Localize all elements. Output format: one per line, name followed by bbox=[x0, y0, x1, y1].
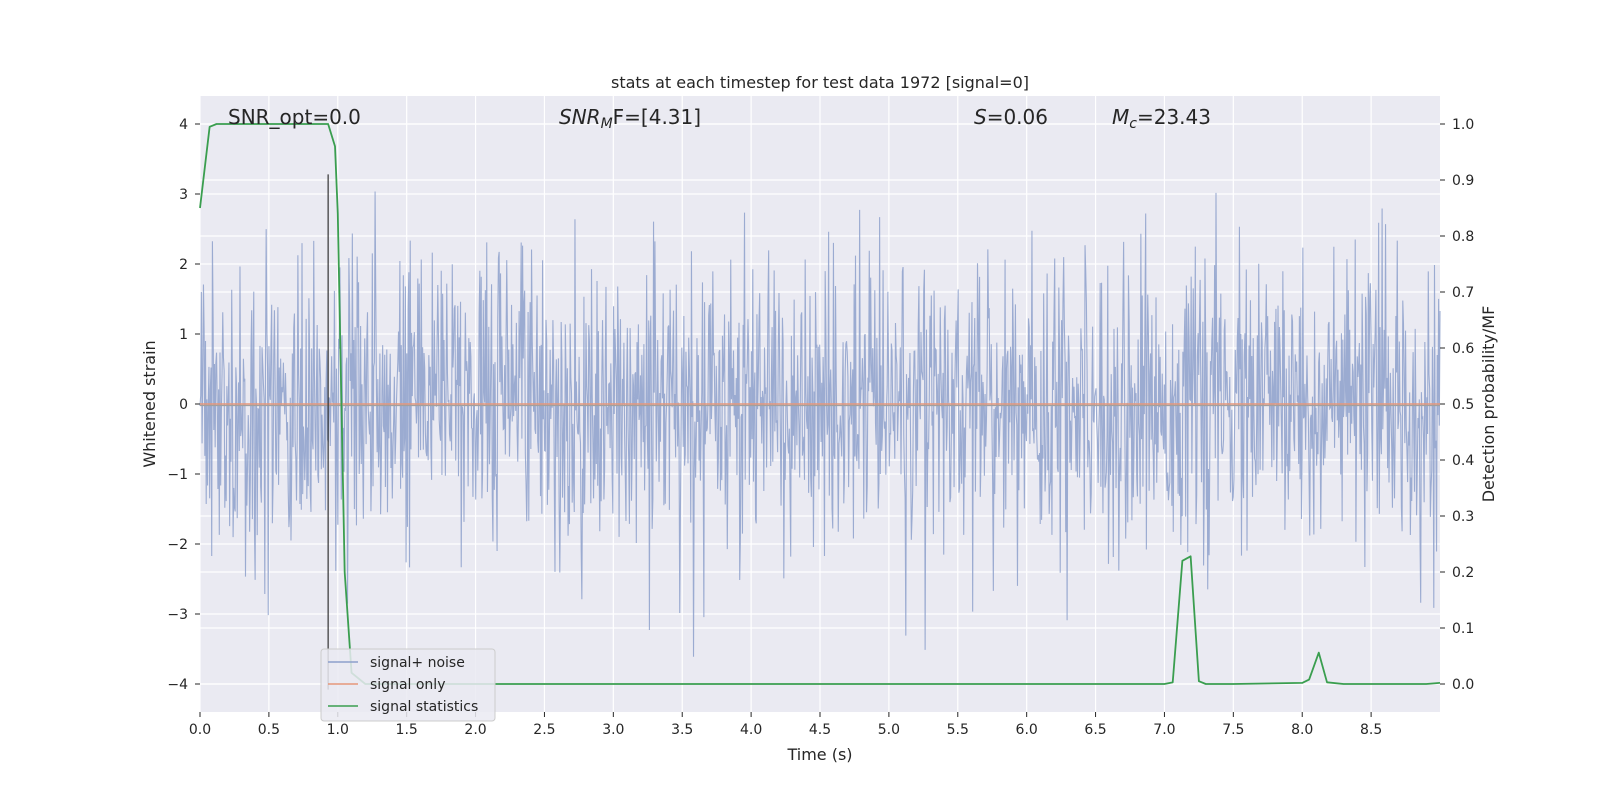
series-signal-only bbox=[200, 403, 1440, 407]
x-tick-label-1: 0.5 bbox=[258, 722, 280, 738]
y-left-tick-label-1: 3 bbox=[179, 187, 188, 203]
y-right-axis-ticks: 1.0 0.9 0.8 0.7 0.6 0.5 0.4 0.3 0.2 0.1 0.0 bbox=[1440, 117, 1474, 693]
annotation-snr-mf: SNRMF=[4.31] bbox=[559, 105, 701, 132]
x-tick-label-8: 4.0 bbox=[740, 722, 762, 738]
y-left-tick-label-2: 2 bbox=[179, 257, 188, 273]
y-left-tick-label-7: −3 bbox=[167, 607, 188, 623]
y-left-tick-label-6: −2 bbox=[167, 537, 188, 553]
legend-label-signal-statistics: signal statistics bbox=[370, 699, 478, 715]
y-left-tick-label-8: −4 bbox=[167, 677, 188, 693]
annotation-mc-main: M bbox=[1112, 105, 1129, 129]
annotation-snr-opt: SNR_opt=0.0 bbox=[228, 105, 361, 129]
x-tick-label-4: 2.0 bbox=[464, 722, 486, 738]
legend-label-signal-noise: signal+ noise bbox=[370, 655, 465, 671]
y-right-tick-label-4: 0.6 bbox=[1452, 341, 1474, 357]
x-tick-label-16: 8.0 bbox=[1291, 722, 1313, 738]
annotation-snr-mf-sub: M bbox=[601, 116, 613, 132]
x-tick-label-9: 4.5 bbox=[809, 722, 831, 738]
y-right-tick-label-1: 0.9 bbox=[1452, 173, 1474, 189]
annotation-s-rest: =0.06 bbox=[987, 105, 1048, 129]
legend-label-signal-only: signal only bbox=[370, 677, 445, 693]
y-left-tick-label-0: 4 bbox=[179, 117, 188, 133]
x-tick-label-11: 5.5 bbox=[947, 722, 969, 738]
y-right-tick-label-10: 0.0 bbox=[1452, 677, 1474, 693]
annotation-mc-sub: c bbox=[1129, 116, 1137, 132]
series-signal-statistics bbox=[199, 123, 1441, 685]
annotation-s: S=0.06 bbox=[974, 105, 1048, 129]
x-tick-label-17: 8.5 bbox=[1360, 722, 1382, 738]
y-left-axis-ticks: 4 3 2 1 0 −1 −2 −3 −4 bbox=[167, 117, 200, 693]
x-tick-label-7: 3.5 bbox=[671, 722, 693, 738]
annotation-s-main: S bbox=[974, 105, 987, 129]
legend: signal+ noise signal only signal statist… bbox=[320, 648, 496, 722]
y-left-tick-label-4: 0 bbox=[179, 397, 188, 413]
x-tick-label-12: 6.0 bbox=[1016, 722, 1038, 738]
y-right-tick-label-9: 0.1 bbox=[1452, 621, 1474, 637]
x-tick-label-2: 1.0 bbox=[327, 722, 349, 738]
x-tick-label-14: 7.0 bbox=[1153, 722, 1175, 738]
y-right-tick-label-0: 1.0 bbox=[1452, 117, 1474, 133]
annotation-snr-mf-rest: F=[4.31] bbox=[613, 105, 701, 129]
y-left-tick-label-3: 1 bbox=[179, 327, 188, 343]
x-tick-label-10: 5.0 bbox=[878, 722, 900, 738]
y-left-axis-label: Whitened strain bbox=[140, 340, 159, 467]
y-right-tick-label-3: 0.7 bbox=[1452, 285, 1474, 301]
annotation-snr-mf-main: SNR bbox=[559, 105, 601, 129]
y-right-tick-label-8: 0.2 bbox=[1452, 565, 1474, 581]
chart-title: stats at each timestep for test data 197… bbox=[611, 73, 1029, 92]
x-tick-label-5: 2.5 bbox=[533, 722, 555, 738]
x-tick-label-0: 0.0 bbox=[189, 722, 211, 738]
signal-statistics-line bbox=[199, 123, 1441, 685]
series-signal-noise bbox=[199, 191, 1441, 657]
x-tick-label-6: 3.0 bbox=[602, 722, 624, 738]
x-tick-label-13: 6.5 bbox=[1084, 722, 1106, 738]
y-right-tick-label-2: 0.8 bbox=[1452, 229, 1474, 245]
x-tick-label-3: 1.5 bbox=[396, 722, 418, 738]
signal-noise-line bbox=[199, 191, 1441, 657]
annotation-mc: Mc=23.43 bbox=[1112, 105, 1211, 132]
x-tick-label-15: 7.5 bbox=[1222, 722, 1244, 738]
annotation-mc-rest: =23.43 bbox=[1137, 105, 1211, 129]
x-axis-ticks: 0.0 0.5 1.0 1.5 2.0 2.5 3.0 3.5 4.0 4.5 5.0 5.5 6.0 6… bbox=[189, 712, 1382, 738]
y-left-tick-label-5: −1 bbox=[167, 467, 188, 483]
y-right-tick-label-7: 0.3 bbox=[1452, 509, 1474, 525]
y-right-tick-label-6: 0.4 bbox=[1452, 453, 1474, 469]
legend-box bbox=[320, 648, 496, 722]
y-right-tick-label-5: 0.5 bbox=[1452, 397, 1474, 413]
y-right-axis-label: Detection probability/MF bbox=[1479, 306, 1498, 503]
x-axis-label: Time (s) bbox=[786, 745, 852, 764]
